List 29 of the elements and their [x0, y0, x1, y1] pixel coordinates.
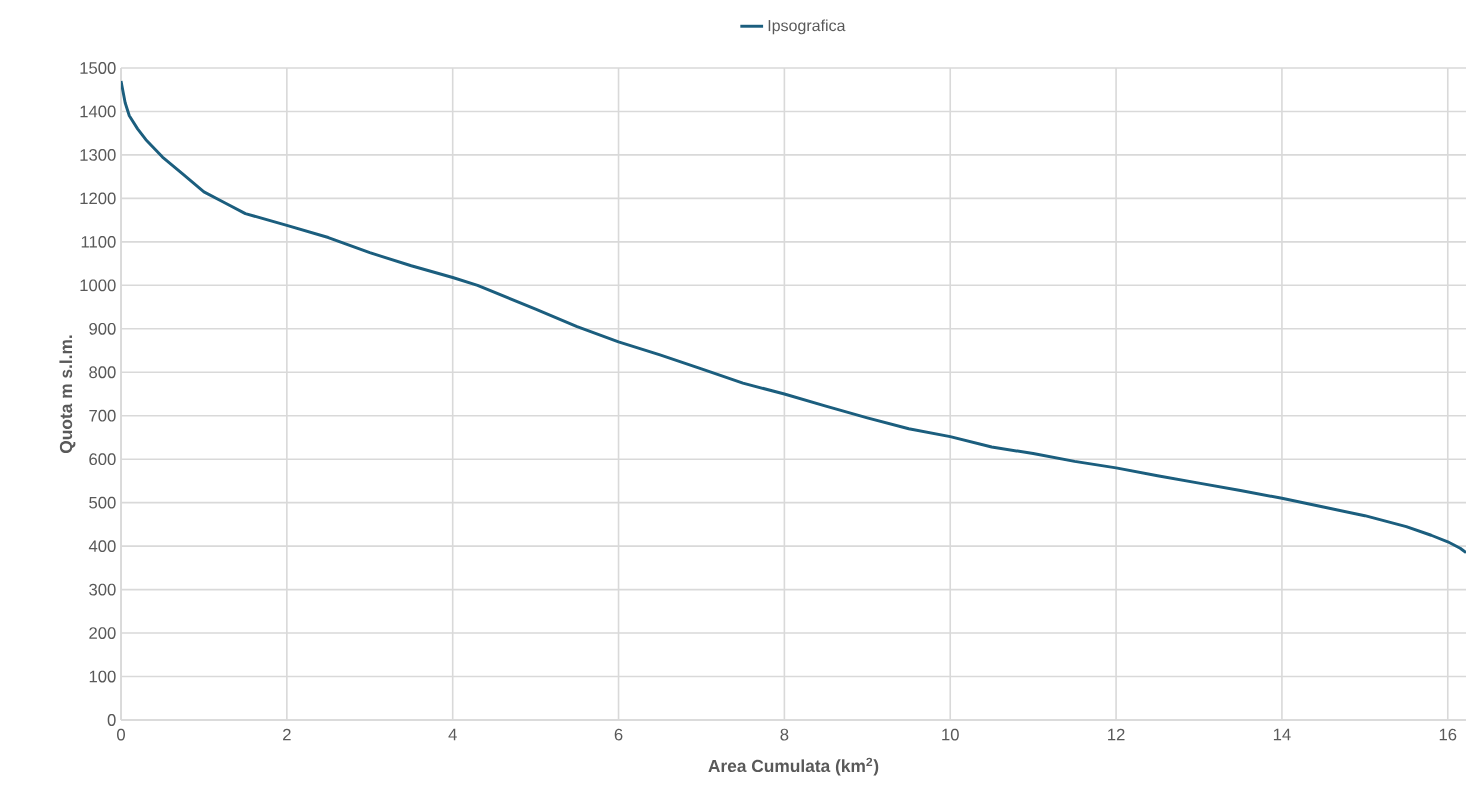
text: Area Cumulata (km$^{2}$)	[708, 757, 879, 776]
y-tick-label: 1100	[81, 235, 116, 248]
y-tick-label: 900	[89, 322, 116, 335]
y-tick-label: 400	[88, 540, 116, 553]
x-tick-label: 10	[942, 728, 959, 741]
x-tick-label: 4	[448, 728, 457, 741]
y-tick-label: 800	[89, 366, 116, 379]
y-tick-label: 700	[89, 409, 116, 422]
x-tick-label: 12	[1108, 728, 1125, 741]
line-series	[121, 79, 1466, 555]
x-tick-label: 16	[1439, 728, 1457, 741]
x-tick-label: 0	[117, 728, 125, 741]
y-tick-label: 300	[89, 583, 116, 596]
y-tick-label: 0	[107, 714, 116, 726]
legend-label: Ipsografica	[768, 19, 846, 35]
y-tick-label: 600	[89, 453, 116, 466]
x-tick-label: 8	[780, 728, 789, 741]
x-tick-label: 14	[1273, 728, 1291, 741]
x-tick-label: 6	[614, 728, 623, 741]
y-tick-label: 500	[89, 496, 116, 509]
y-tick-label: 1300	[80, 149, 116, 161]
y-tick-label: 1000	[80, 279, 116, 292]
y-tick-label: 1400	[80, 105, 116, 118]
y-tick-label: 100	[89, 670, 116, 683]
y-tick-label: 1500	[80, 62, 116, 74]
y-tick-label: 200	[89, 627, 116, 639]
y-axis-title: Quota m s.l.m.	[59, 335, 76, 453]
y-tick-label: 1200	[80, 192, 116, 205]
x-tick-label: 2	[283, 728, 291, 741]
